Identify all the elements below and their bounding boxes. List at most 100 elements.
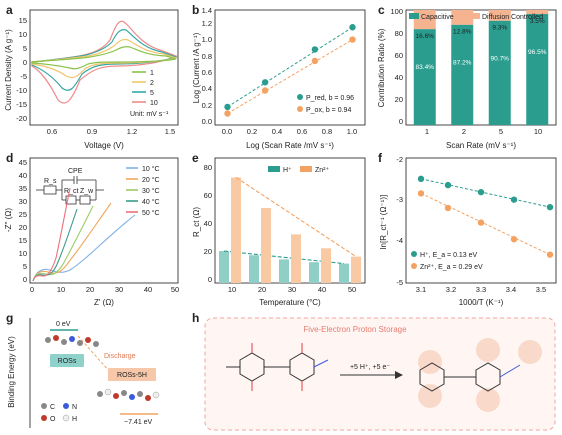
atom-h	[104, 388, 112, 396]
legend-text-pred: P_red, b = 0.96	[306, 95, 354, 102]
panel-f-label: f	[378, 151, 383, 165]
panel-a-label: a	[6, 3, 13, 17]
bar-diffusion-label: 3.5%	[530, 18, 545, 25]
f-ytick: -2	[396, 155, 403, 164]
b-ytick: 0.2	[202, 101, 212, 110]
b-ytick: 1.4	[202, 6, 212, 15]
atom-c	[61, 339, 67, 345]
bar-capacitive	[488, 20, 511, 125]
cv-curve-5	[31, 29, 178, 91]
atom-c	[45, 337, 51, 343]
panel-d: d 0 5 10 15 20 25 30 35 40 45 0 10 20 30…	[4, 151, 179, 307]
panel-a-xlabel: Voltage (V)	[84, 141, 124, 150]
circuit-cpe-label: CPE	[68, 168, 83, 175]
c-ytick: 60	[395, 51, 403, 60]
f-ytick: -4	[396, 236, 403, 245]
bar-capacitive	[451, 24, 474, 125]
ring	[475, 362, 501, 392]
panel-b-yticks: 0.0 0.2 0.4 0.6 0.8 1.0 1.2 1.4	[202, 6, 212, 126]
panel-e: e 0 20 40 60 80 10 20 30 40 50 Temperatu…	[192, 151, 366, 307]
ros-box	[50, 354, 84, 367]
nyquist-20c	[32, 202, 112, 282]
f-xtick: 3.2	[446, 285, 456, 294]
panel-b-legend: P_red, b = 0.96 P_ox, b = 0.94	[297, 94, 354, 114]
panel-e-xlabel: Temperature (°C)	[259, 298, 321, 307]
bar-zn	[291, 234, 301, 283]
atom-c	[137, 391, 143, 397]
nyquist-10c	[32, 214, 136, 282]
panel-e-ylabel: R_ct (Ω)	[192, 207, 201, 237]
panel-a-yticks: 15 10 5 0 -5 -10 -15 -20	[16, 16, 27, 123]
data-point	[444, 204, 452, 212]
b-ytick: 0.8	[202, 52, 212, 61]
data-point	[417, 175, 425, 183]
ros-label: ROSs	[58, 358, 77, 365]
legend-text-2: 2	[150, 80, 154, 87]
bar-zn	[261, 208, 271, 283]
circuit-rct-label: R_ct	[64, 188, 78, 195]
circuit-zw-label: Z_w	[80, 188, 94, 195]
d-ytick: 5	[23, 262, 27, 271]
atom-legend-n-label: N	[72, 404, 77, 411]
d-ytick: 0	[23, 275, 27, 284]
legend-text-1: 1	[150, 70, 154, 77]
proton-site-glow	[476, 338, 500, 362]
a-ytick: 5	[23, 44, 27, 53]
proton-site-glow	[518, 340, 542, 364]
data-point	[224, 110, 231, 117]
bar-h	[339, 263, 349, 283]
reaction-label: +5 H⁺, +5 e⁻	[350, 364, 390, 371]
legend-text-diffusion: Diffusion Controlled	[482, 14, 543, 21]
e-xtick: 30	[288, 285, 296, 294]
b-xtick: 0.6	[297, 127, 307, 136]
panel-d-label: d	[6, 151, 13, 165]
panel-d-legend: 10 °C 20 °C 30 °C 40 °C 50 °C	[126, 165, 160, 217]
bar-diffusion-label: 9.3%	[492, 25, 507, 32]
atom-o	[113, 393, 119, 399]
b-xtick: 0.4	[272, 127, 282, 136]
atom-c	[97, 391, 103, 397]
ros5h-label: ROSs-5H	[117, 372, 147, 379]
b-ytick: 0.0	[202, 117, 212, 126]
circuit-rs-label: R_s	[44, 178, 57, 185]
panel-a-frame	[29, 9, 179, 126]
e-xtick: 20	[258, 285, 266, 294]
panel-c-xticks: 1 2 5 10	[425, 127, 542, 136]
data-point	[261, 87, 269, 94]
legend-text-5: 5	[150, 90, 154, 97]
atom-o	[145, 395, 151, 401]
b-xtick: 0.2	[247, 127, 257, 136]
panel-c: c 0 20 40 60 80 100 1 2 5 10 Scan Rate (…	[377, 3, 557, 150]
legend-text-40c: 40 °C	[142, 198, 160, 206]
bar-zn	[321, 248, 331, 283]
data-point	[349, 36, 356, 43]
bar-diffusion	[451, 10, 474, 25]
data-point	[546, 203, 554, 211]
legend-text-pox: P_ox, b = 0.94	[306, 107, 351, 114]
panel-f-xticks: 3.1 3.2 3.3 3.4 3.5	[416, 285, 546, 294]
c-xtick: 2	[462, 127, 466, 136]
d-xtick: 20	[86, 285, 94, 294]
bar-diffusion-label: 16.6%	[416, 33, 435, 40]
atom-legend-o-label: O	[50, 416, 56, 423]
panel-c-label: c	[378, 3, 385, 17]
f-xtick: 3.1	[416, 285, 426, 294]
c-xtick: 1	[425, 127, 429, 136]
atom-o	[85, 337, 91, 343]
e-ytick: 40	[204, 219, 212, 228]
bar-capacitive-label: 96.5%	[528, 49, 547, 56]
bar-diffusion	[526, 10, 549, 15]
proton-site-glow	[476, 388, 500, 412]
legend-marker-pred	[297, 94, 303, 100]
nyquist-50c	[32, 187, 71, 282]
legend-marker-zn	[411, 263, 417, 269]
c-ytick: 100	[390, 7, 403, 16]
panel-g: g Binding Energy (eV) 0 eV ROSs Discharg…	[6, 311, 160, 428]
bar-capacitive-label: 90.7%	[491, 56, 510, 63]
a-ytick: 10	[19, 30, 27, 39]
bar-capacitive-label: 87.2%	[453, 60, 472, 67]
fit-line	[227, 39, 353, 114]
b-xtick: 0.8	[322, 127, 332, 136]
discharge-label: Discharge	[104, 353, 136, 360]
